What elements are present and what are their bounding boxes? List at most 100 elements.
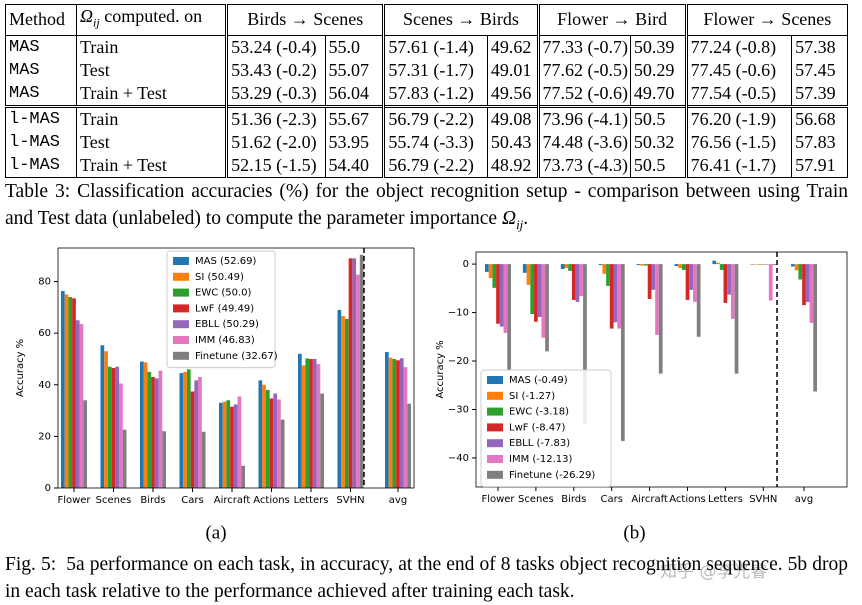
bar	[617, 264, 621, 329]
table-cell: 74.48 (-3.6)	[538, 130, 631, 154]
bar	[571, 264, 576, 300]
x-tick-label: Actions	[253, 495, 290, 506]
y-tick-label: 0	[463, 259, 469, 270]
bar	[805, 264, 810, 303]
bar	[316, 364, 321, 488]
bar	[151, 377, 155, 488]
bar	[727, 264, 731, 295]
caption-text: Classification accuracies (%) for the ob…	[5, 181, 849, 229]
table-cell: 55.07	[325, 58, 386, 82]
omega: Ω	[80, 6, 94, 26]
bar	[503, 264, 508, 333]
bar	[609, 264, 614, 329]
table-cell: 57.31 (-1.7)	[383, 58, 488, 82]
bar	[100, 345, 105, 488]
bar	[72, 298, 76, 488]
table-cell: 49.08	[487, 104, 540, 131]
table-cell: 55.0	[325, 35, 386, 59]
bar	[689, 264, 694, 290]
bar	[730, 264, 735, 319]
header-cell: Scenes → Birds	[383, 4, 540, 36]
bar	[768, 264, 773, 301]
bar	[298, 353, 302, 488]
table-cell: 50.39	[630, 35, 688, 59]
bar	[392, 358, 397, 488]
bar	[201, 431, 206, 488]
y-tick-label: 40	[38, 380, 51, 391]
bar	[530, 264, 535, 315]
bar	[258, 380, 263, 488]
bar	[507, 264, 511, 371]
table-cell: 56.04	[325, 81, 386, 107]
table-cell: 55.67	[325, 104, 386, 131]
table-cell: 53.43 (-0.2)	[226, 58, 326, 82]
table-cell: 57.39	[795, 82, 836, 103]
bar	[492, 264, 497, 288]
y-axis-label: Accuracy %	[435, 340, 446, 398]
bar	[802, 264, 806, 306]
table-cell: 77.33 (-0.7)	[538, 35, 631, 59]
legend-swatch	[173, 288, 189, 297]
bar	[579, 264, 584, 297]
axes-frame	[57, 247, 415, 489]
bar	[305, 358, 310, 488]
legend-swatch	[173, 257, 189, 265]
table-cell: 50.29	[630, 58, 688, 82]
bar	[537, 264, 542, 317]
bar	[309, 358, 313, 488]
bar	[658, 264, 663, 374]
table-cell: 77.62 (-0.5)	[538, 58, 631, 82]
bar	[522, 264, 527, 273]
table-cell: 57.91	[795, 154, 836, 175]
x-tick-label: Birds	[561, 494, 586, 505]
bar	[280, 419, 285, 488]
legend-label: LwF (-8.47)	[509, 422, 565, 433]
legend-swatch	[173, 336, 189, 344]
legend-box	[166, 250, 276, 369]
x-tick-label: Flower	[57, 495, 91, 506]
bar	[499, 264, 504, 327]
bar	[233, 404, 238, 488]
table-cell: 57.83	[795, 131, 836, 152]
bar	[348, 258, 353, 488]
x-tick-label: SVHN	[336, 495, 364, 506]
table-cell: 57.45	[795, 59, 836, 80]
header-row: Method Ωij computed. on Birds → Scenes S…	[5, 4, 848, 36]
bar	[613, 264, 618, 323]
x-tick-label: Scenes	[518, 494, 554, 505]
table-cell: 77.45 (-0.6)	[686, 58, 793, 82]
legend-swatch	[173, 304, 189, 313]
bar	[179, 373, 184, 488]
table-cell: l-MAS	[5, 153, 77, 178]
table-cell: Test	[76, 130, 229, 154]
table-cell: 56.68	[791, 104, 848, 131]
table-cell: 50.5	[630, 104, 688, 131]
legend-label: MAS (52.69)	[195, 256, 257, 267]
y-tick-label: −10	[448, 308, 469, 319]
bar	[337, 309, 342, 488]
bar	[636, 264, 641, 266]
bar	[678, 264, 682, 268]
table-cell: Train	[76, 104, 229, 131]
bar	[104, 351, 108, 488]
bar	[269, 398, 274, 488]
table-cell: 56.79 (-2.2)	[383, 104, 488, 131]
bar	[219, 402, 223, 488]
bar	[734, 264, 739, 374]
legend-swatch	[487, 376, 503, 384]
bar	[140, 361, 144, 488]
table-cell: Train + Test	[76, 81, 229, 107]
bar	[655, 264, 659, 335]
bar	[723, 264, 728, 303]
table-cell: 53.95	[325, 130, 386, 154]
table-cell: 51.62 (-2.0)	[226, 130, 326, 154]
bar	[798, 264, 803, 280]
bar	[534, 264, 538, 322]
bar	[560, 264, 565, 269]
table-cell: MAS	[5, 81, 77, 107]
bar	[277, 399, 281, 488]
legend-swatch	[173, 351, 189, 360]
y-tick-label: −40	[448, 453, 469, 464]
y-axis-label: Accuracy %	[15, 339, 26, 397]
bar	[809, 264, 814, 323]
